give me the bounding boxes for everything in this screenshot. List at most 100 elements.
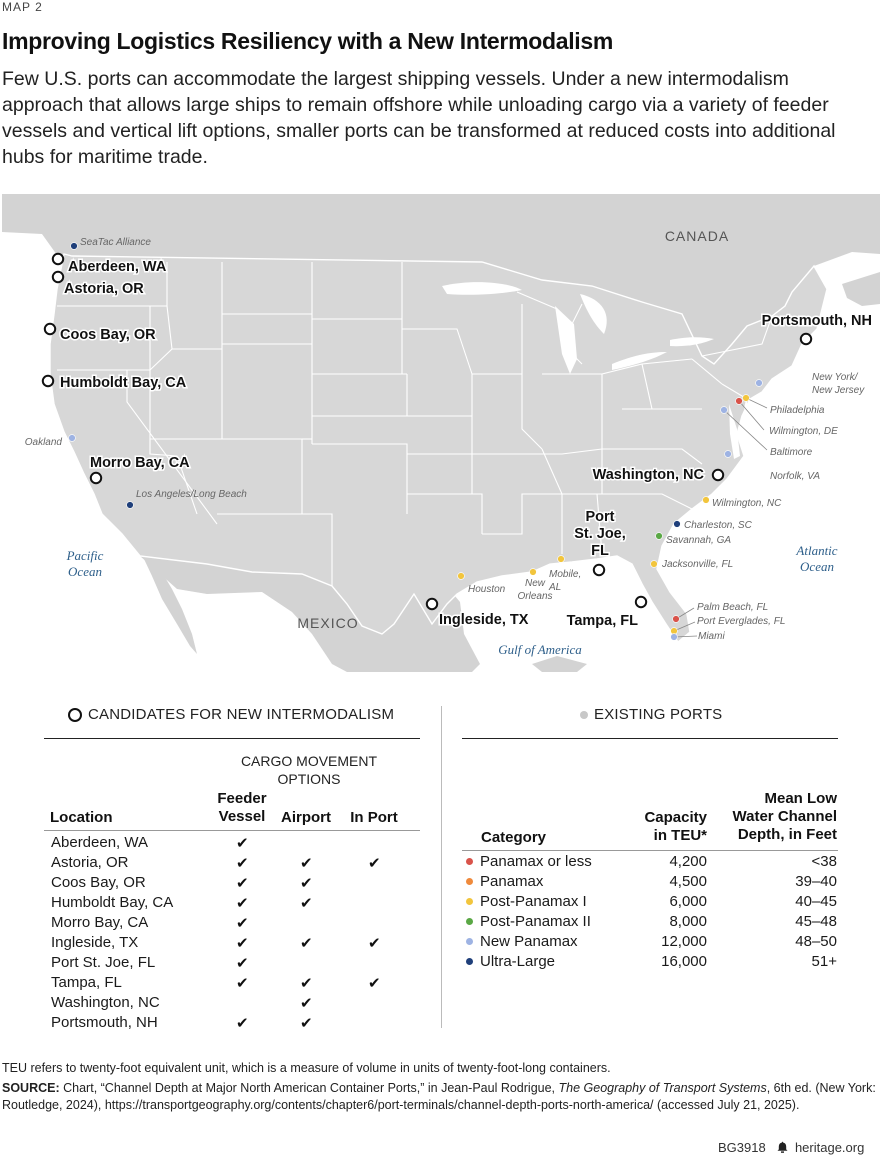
row-category: New Panamax [480, 933, 578, 950]
check-icon: ✔ [236, 955, 249, 972]
candidates-legend-label: CANDIDATES FOR NEW INTERMODALISM [88, 706, 395, 723]
label-pacific-1: Pacific [66, 548, 104, 563]
row-category: Post-Panamax I [480, 893, 587, 910]
candidate-label-humboldt-bay-ca: Humboldt Bay, CA [60, 375, 187, 391]
row-depth: 51+ [811, 953, 837, 970]
label-atlantic-2: Ocean [800, 559, 834, 574]
port-label-port-everglades-fl: Port Everglades, FL [697, 616, 785, 627]
check-icon: ✔ [300, 895, 313, 912]
check-icon: ✔ [300, 875, 313, 892]
check-icon: ✔ [236, 835, 249, 852]
category-dot-icon [466, 877, 473, 885]
row-category: Ultra-Large [480, 953, 556, 970]
col-depth-header: Mean Low Water Channel Depth, in Feet [732, 790, 837, 843]
port-label-wilmington-de: Wilmington, DE [769, 426, 838, 437]
port-marker-houston [457, 572, 465, 580]
candidate-marker-humboldt-bay-ca [41, 374, 55, 388]
cargo-options-header: CARGO MOVEMENT OPTIONS [240, 753, 378, 787]
candidate-marker-washington-nc [711, 468, 725, 482]
footer-site: heritage.org [794, 1140, 865, 1155]
label-mexico: MEXICO [297, 615, 358, 631]
intro-text: Few U.S. ports can accommodate the large… [2, 68, 836, 168]
port-marker-baltimore [720, 406, 728, 414]
source-note: SOURCE: Chart, “Channel Depth at Major N… [2, 1081, 876, 1112]
candidate-marker-astoria-or [51, 270, 65, 284]
port-marker-oakland [68, 434, 76, 442]
port-marker-savannah-ga [655, 532, 663, 540]
row-location: Port St. Joe, FL [51, 954, 156, 971]
label-pacific-2: Ocean [68, 564, 102, 579]
baja-peninsula [144, 559, 197, 654]
port-label-oakland: Oakland [25, 437, 63, 448]
left-header-rule [44, 830, 420, 831]
check-icon: ✔ [300, 935, 313, 952]
port-marker-wilmington-de [735, 397, 743, 405]
port-label-los-angeles-long-beach: Los Angeles/Long Beach [136, 489, 247, 500]
candidate-marker-port-st-joe-fl [592, 563, 606, 577]
port-marker-philadelphia [742, 394, 750, 402]
candidate-marker-ingleside-tx [425, 597, 439, 611]
existing-port-markers: SeaTac Alliance Oakland Los Angeles/Long B… [25, 237, 865, 642]
row-category: Panamax [480, 873, 544, 890]
row-location: Portsmouth, NH [51, 1014, 158, 1031]
candidate-label-aberdeen-wa: Aberdeen, WA [68, 259, 167, 275]
port-marker-mobile-al [557, 555, 565, 563]
row-location: Morro Bay, CA [51, 914, 149, 931]
canada-landmass [2, 194, 880, 364]
row-depth: 45–48 [795, 913, 837, 930]
bell-icon [777, 1140, 792, 1155]
candidate-label-port-st-joe-fl: FL [591, 543, 609, 559]
port-label-mobile-al: Mobile, [549, 569, 581, 580]
candidate-marker-portsmouth-nh [799, 332, 813, 346]
check-icon: ✔ [236, 915, 249, 932]
candidate-label-portsmouth-nh: Portsmouth, NH [762, 313, 872, 329]
check-icon: ✔ [368, 935, 381, 952]
check-icon: ✔ [236, 855, 249, 872]
table-divider [441, 706, 442, 1028]
check-icon: ✔ [236, 875, 249, 892]
footer: BG3918 heritage.org [718, 1140, 864, 1155]
port-marker-miami [670, 633, 678, 641]
col-capacity-header: Capacity in TEU* [644, 809, 707, 844]
check-icon: ✔ [368, 975, 381, 992]
port-label-baltimore: Baltimore [770, 447, 813, 458]
label-gulf: Gulf of America [498, 642, 582, 657]
col-location-header: Location [50, 809, 113, 826]
row-depth: 40–45 [795, 893, 837, 910]
right-header-rule [462, 850, 838, 851]
row-category-cell: Panamax or less [466, 852, 592, 872]
footer-code: BG3918 [718, 1140, 766, 1155]
port-label-savannah-ga: Savannah, GA [666, 535, 731, 546]
row-location: Astoria, OR [51, 854, 129, 871]
row-location: Humboldt Bay, CA [51, 894, 174, 911]
row-capacity: 4,200 [669, 853, 707, 870]
row-capacity: 8,000 [669, 913, 707, 930]
port-label-new-orleans: Orleans [517, 591, 552, 602]
candidate-label-port-st-joe-fl: Port [586, 509, 615, 525]
candidate-label-morro-bay-ca: Morro Bay, CA [90, 455, 190, 471]
port-label-palm-beach-fl: Palm Beach, FL [697, 602, 768, 613]
port-label-philadelphia: Philadelphia [770, 405, 825, 416]
port-label-seatac-alliance: SeaTac Alliance [80, 237, 151, 248]
row-category-cell: Panamax [466, 872, 543, 892]
port-marker-norfolk-va [724, 450, 732, 458]
check-icon: ✔ [236, 935, 249, 952]
row-location: Washington, NC [51, 994, 160, 1011]
mexico-landmass [140, 556, 480, 672]
candidate-label-port-st-joe-fl: St. Joe, [574, 526, 626, 542]
row-category-cell: Post-Panamax II [466, 912, 591, 932]
port-marker-new-york-new-jersey [755, 379, 763, 387]
existing-port-dot-icon [580, 710, 588, 719]
check-icon: ✔ [236, 1015, 249, 1032]
row-depth: <38 [811, 853, 837, 870]
candidate-label-astoria-or: Astoria, OR [64, 281, 144, 297]
row-depth: 39–40 [795, 873, 837, 890]
row-category: Post-Panamax II [480, 913, 591, 930]
right-legend-rule [462, 738, 838, 739]
candidate-marker-coos-bay-or [43, 322, 57, 336]
port-marker-seatac-alliance [70, 242, 78, 250]
row-category-cell: Post-Panamax I [466, 892, 587, 912]
candidate-markers: Aberdeen, WA Astoria, OR Coos Bay, OR Humbo… [41, 252, 874, 631]
candidate-label-coos-bay-or: Coos Bay, OR [60, 327, 156, 343]
port-marker-new-orleans [529, 568, 537, 576]
